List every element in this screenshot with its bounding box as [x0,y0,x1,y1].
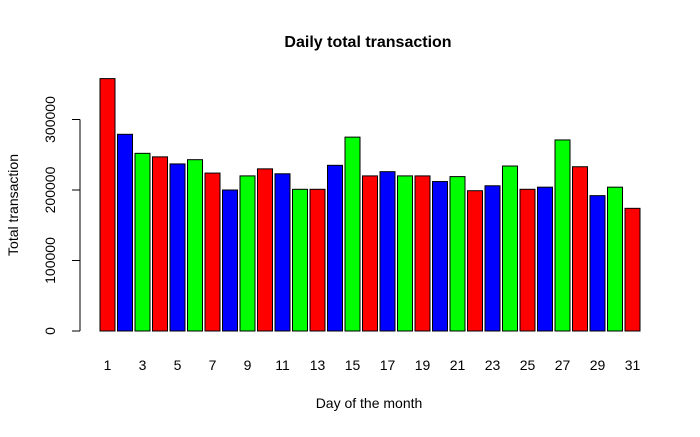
bar-day-14 [327,164,343,332]
bar-day-6 [187,159,203,332]
bars [99,78,641,332]
x-tick-label: 1 [104,357,112,373]
bar-day-1 [99,78,116,332]
bar-day-24 [502,165,518,332]
x-tick-label: 25 [520,357,536,373]
bar-day-4 [152,156,168,332]
x-tick-label: 29 [590,357,606,373]
x-axis-label: Day of the month [316,395,423,411]
x-axis-ticks: 1 3 5 7 9 11 13 15 17 19 21 23 25 27 29 31 [104,357,641,373]
x-tick-label: 15 [345,357,361,373]
x-tick-label: 19 [415,357,431,373]
bar-day-26 [537,186,553,332]
bar-day-15 [344,136,361,332]
bar-day-30 [607,186,623,332]
bar-day-18 [397,175,413,332]
x-tick-label: 21 [450,357,466,373]
bar-day-17 [379,171,396,332]
bar-day-29 [589,195,606,332]
bar-day-31 [624,207,641,332]
bar-day-20 [432,181,448,332]
y-tick-label: 300000 [42,96,58,143]
bar-day-5 [169,163,186,332]
y-tick-label: 100000 [42,237,58,284]
bar-day-23 [484,185,501,332]
bar-day-7 [204,172,221,332]
bar-day-10 [257,168,273,332]
x-tick-label: 9 [244,357,252,373]
y-tick-label: 200000 [42,166,58,213]
bar-day-8 [222,189,238,332]
y-tick-label: 0 [42,327,58,335]
x-tick-label: 3 [139,357,147,373]
bar-day-13 [309,188,326,332]
x-tick-label: 7 [209,357,217,373]
bar-day-21 [449,176,466,332]
bar-day-28 [572,166,588,332]
bar-day-3 [134,152,151,332]
bar-day-9 [239,175,256,332]
x-tick-label: 23 [485,357,501,373]
bar-day-2 [117,133,133,332]
bar-day-19 [414,175,431,332]
x-tick-label: 17 [380,357,396,373]
chart-title: Daily total transaction [284,34,451,51]
bar-day-22 [467,190,483,332]
x-tick-label: 13 [310,357,326,373]
x-tick-label: 5 [174,357,182,373]
bar-day-27 [554,139,571,332]
bar-day-25 [519,188,536,332]
x-tick-label: 11 [275,357,290,373]
y-axis-label: Total transaction [5,154,21,256]
bar-day-12 [292,188,308,332]
x-tick-label: 27 [555,357,571,373]
y-axis: 0 100000 200000 300000 [42,96,81,335]
bar-day-16 [362,175,378,332]
x-tick-label: 31 [625,357,641,373]
bar-day-11 [274,173,291,332]
